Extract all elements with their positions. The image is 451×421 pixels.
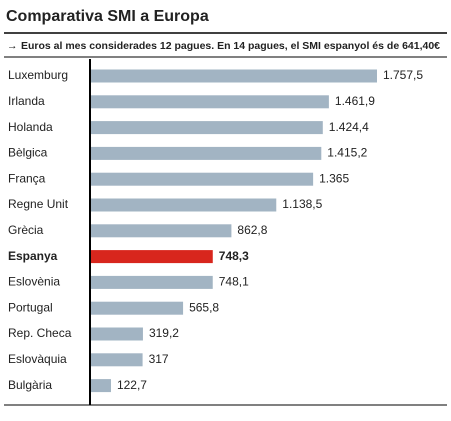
value-label: 319,2 xyxy=(149,326,179,340)
category-label: Grècia xyxy=(8,223,44,237)
value-label: 1.757,5 xyxy=(383,68,423,82)
subtitle-arrow: → xyxy=(7,40,18,52)
bar xyxy=(91,121,323,135)
category-label: Portugal xyxy=(8,300,53,314)
category-label: Regne Unit xyxy=(8,197,69,211)
category-label: Eslovènia xyxy=(8,275,60,289)
value-label: 1.138,5 xyxy=(282,197,322,211)
value-label: 565,8 xyxy=(189,300,219,314)
category-label: Bulgària xyxy=(8,378,52,392)
category-label: Espanya xyxy=(8,249,58,263)
category-label: Holanda xyxy=(8,120,53,134)
category-label: Rep. Checa xyxy=(8,326,72,340)
value-label: 122,7 xyxy=(117,378,147,392)
value-label: 1.461,9 xyxy=(335,94,375,108)
value-label: 1.424,4 xyxy=(329,120,369,134)
value-label: 317 xyxy=(149,352,169,366)
bar xyxy=(91,224,232,238)
chart-title: Comparativa SMI a Europa xyxy=(6,8,209,25)
bar xyxy=(91,327,143,341)
bar xyxy=(91,198,277,212)
bar xyxy=(91,95,329,109)
bar xyxy=(91,301,184,315)
value-label: 1.415,2 xyxy=(327,146,367,160)
bar xyxy=(91,250,213,264)
category-label: Bèlgica xyxy=(8,146,48,160)
bar xyxy=(91,69,377,83)
bar xyxy=(91,353,143,367)
value-label: 748,1 xyxy=(219,275,249,289)
bar xyxy=(91,146,322,160)
category-label: França xyxy=(8,171,46,185)
value-label: 862,8 xyxy=(237,223,267,237)
value-label: 1.365 xyxy=(319,171,349,185)
category-label: Irlanda xyxy=(8,94,45,108)
category-label: Eslovàquia xyxy=(8,352,67,366)
category-label: Luxemburg xyxy=(8,68,68,82)
bar xyxy=(91,172,314,186)
subtitle: Euros al mes considerades 12 pagues. En … xyxy=(21,40,440,52)
bar xyxy=(91,379,111,393)
bar xyxy=(91,275,213,289)
value-label: 748,3 xyxy=(219,249,249,263)
